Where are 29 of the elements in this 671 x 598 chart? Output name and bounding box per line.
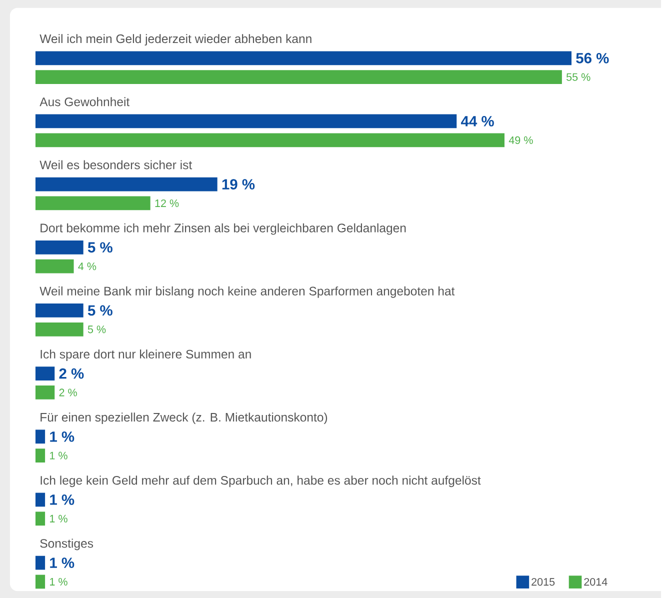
data-label: 1 % bbox=[50, 558, 74, 568]
data-label: 1 % bbox=[50, 514, 68, 522]
data-label: 1 % bbox=[50, 578, 68, 586]
y-tick-label: Für einen speziellen Zweck (z. B. Mietkautionskonto) bbox=[40, 412, 328, 424]
data-label: 55 % bbox=[566, 73, 590, 81]
legend-label: 2015 bbox=[532, 578, 555, 586]
data-label: 49 % bbox=[508, 136, 533, 144]
legend-label: 2014 bbox=[584, 578, 608, 586]
data-label: 5 % bbox=[88, 326, 106, 334]
data-label: 44 % bbox=[460, 116, 494, 126]
y-tick-label: Sonstiges bbox=[40, 538, 94, 550]
data-label: 1 % bbox=[50, 431, 74, 442]
data-label: 2 % bbox=[59, 368, 84, 379]
data-label: 2 % bbox=[59, 388, 77, 396]
y-tick-label: Weil ich mein Geld jederzeit wieder abheben kann bbox=[40, 34, 312, 46]
y-tick-label: Weil meine Bank mir bislang noch keine anderen Sparformen angeboten hat bbox=[40, 286, 455, 298]
y-tick-label: Ich spare dort nur kleinere Summen an bbox=[40, 349, 251, 361]
data-label: 56 % bbox=[576, 52, 609, 64]
y-tick-label: Weil es besonders sicher ist bbox=[40, 160, 192, 170]
data-label: 12 % bbox=[155, 199, 179, 207]
data-label: 1 % bbox=[50, 494, 74, 505]
y-tick-label: Aus Gewohnheit bbox=[40, 97, 130, 106]
y-tick-label: Dort bekomme ich mehr Zinsen als bei vergleichbaren Geldanlagen bbox=[40, 223, 406, 235]
data-label: 1 % bbox=[50, 452, 68, 460]
data-label: 19 % bbox=[222, 179, 255, 190]
data-label: 5 % bbox=[88, 305, 112, 316]
y-tick-label: Ich lege kein Geld mehr auf dem Sparbuch an, habe es aber noch nicht aufgelöst bbox=[40, 476, 481, 488]
data-label: 4 % bbox=[78, 262, 96, 270]
data-label: 5 % bbox=[88, 242, 112, 253]
